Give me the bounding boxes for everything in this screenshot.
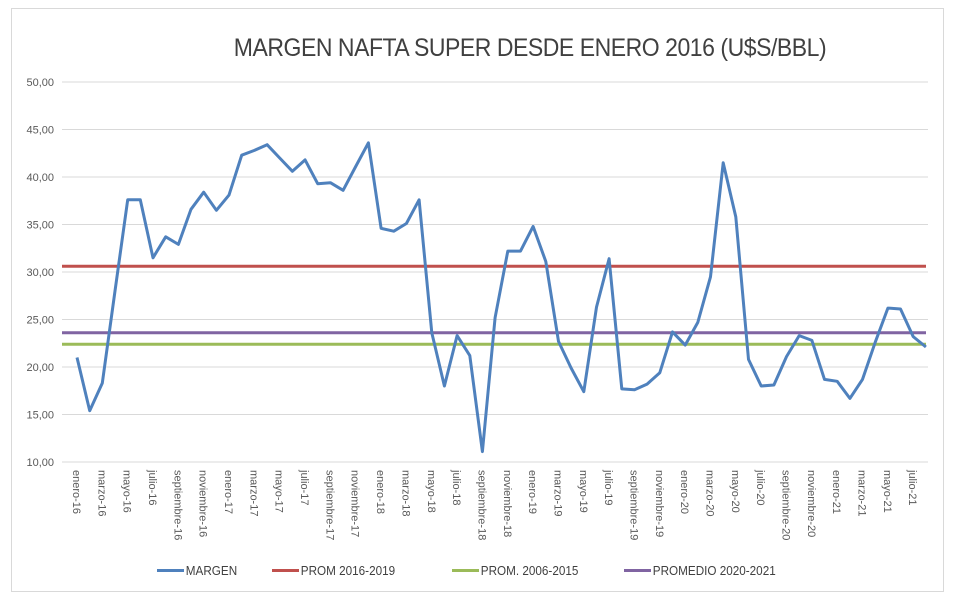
x-tick-label: septiembre-18 xyxy=(475,470,487,540)
x-tick-label: enero-19 xyxy=(526,470,538,514)
x-tick-label: julio-18 xyxy=(450,469,462,505)
x-tick-label: enero-18 xyxy=(374,470,386,514)
legend-swatch-promedio-2020-2021 xyxy=(624,569,651,572)
x-tick-label: septiembre-19 xyxy=(627,470,639,540)
x-tick-label: marzo-16 xyxy=(95,470,107,516)
x-tick-label: mayo-19 xyxy=(577,470,589,513)
x-tick-label: enero-20 xyxy=(678,470,690,514)
x-tick-label: julio-21 xyxy=(906,469,918,505)
legend: MARGEN PROM 2016-2019 PROM. 2006-2015 PR… xyxy=(0,563,957,581)
legend-item-margen: MARGEN xyxy=(157,563,237,578)
x-tick-label: marzo-21 xyxy=(856,470,868,516)
x-tick-label: mayo-18 xyxy=(425,470,437,513)
legend-label-prom-2016-2019: PROM 2016-2019 xyxy=(300,563,396,578)
x-tick-label: noviembre-18 xyxy=(501,470,513,537)
x-tick-label: marzo-18 xyxy=(399,470,411,516)
legend-item-promedio-2020-2021: PROMEDIO 2020-2021 xyxy=(624,563,776,578)
legend-swatch-margen xyxy=(157,569,184,572)
x-tick-label: noviembre-16 xyxy=(197,470,209,537)
x-tick-label: enero-16 xyxy=(70,470,82,514)
x-tick-label: enero-17 xyxy=(222,470,234,514)
x-tick-label: mayo-17 xyxy=(273,470,285,513)
series-points-margen xyxy=(76,142,927,452)
x-tick-label: mayo-16 xyxy=(121,470,133,513)
x-tick-label: marzo-17 xyxy=(247,470,259,516)
legend-label-prom-2006-2015: PROM. 2006-2015 xyxy=(480,563,579,578)
y-tick-label: 25,00 xyxy=(26,315,54,327)
x-tick-label: septiembre-17 xyxy=(323,470,335,540)
legend-label-margen: MARGEN xyxy=(185,563,238,578)
y-tick-label: 20,00 xyxy=(26,362,54,374)
legend-item-prom-2016-2019: PROM 2016-2019 xyxy=(272,563,395,578)
x-tick-label: julio-19 xyxy=(602,469,614,505)
x-tick-label: julio-17 xyxy=(298,469,310,505)
x-tick-label: marzo-20 xyxy=(704,470,716,516)
x-tick-label: mayo-20 xyxy=(729,470,741,513)
y-tick-label: 40,00 xyxy=(26,172,54,184)
y-tick-label: 15,00 xyxy=(26,410,54,422)
x-tick-label: septiembre-16 xyxy=(171,470,183,540)
legend-swatch-prom-2006-2015 xyxy=(452,569,479,572)
x-tick-label: noviembre-17 xyxy=(349,470,361,537)
series-line-margen xyxy=(75,141,927,454)
chart-title: MARGEN NAFTA SUPER DESDE ENERO 2016 (U$S… xyxy=(233,34,827,62)
y-tick-label: 50,00 xyxy=(26,77,54,89)
x-tick-label: enero-21 xyxy=(830,470,842,514)
y-tick-label: 35,00 xyxy=(26,220,54,232)
legend-swatch-prom-2016-2019 xyxy=(272,569,299,572)
x-tick-label: marzo-19 xyxy=(551,470,563,516)
y-tick-label: 10,00 xyxy=(26,457,54,469)
legend-label-promedio-2020-2021: PROMEDIO 2020-2021 xyxy=(652,563,776,578)
x-tick-label: julio-20 xyxy=(754,469,766,505)
chart-area xyxy=(11,8,944,592)
legend-item-prom-2006-2015: PROM. 2006-2015 xyxy=(452,563,578,578)
x-tick-label: mayo-21 xyxy=(881,470,893,513)
x-tick-label: noviembre-19 xyxy=(653,470,665,537)
y-tick-label: 30,00 xyxy=(26,267,54,279)
y-tick-label: 45,00 xyxy=(26,125,54,137)
x-tick-label: noviembre-20 xyxy=(805,470,817,537)
x-tick-label: julio-16 xyxy=(146,469,158,505)
x-tick-label: septiembre-20 xyxy=(780,470,792,540)
